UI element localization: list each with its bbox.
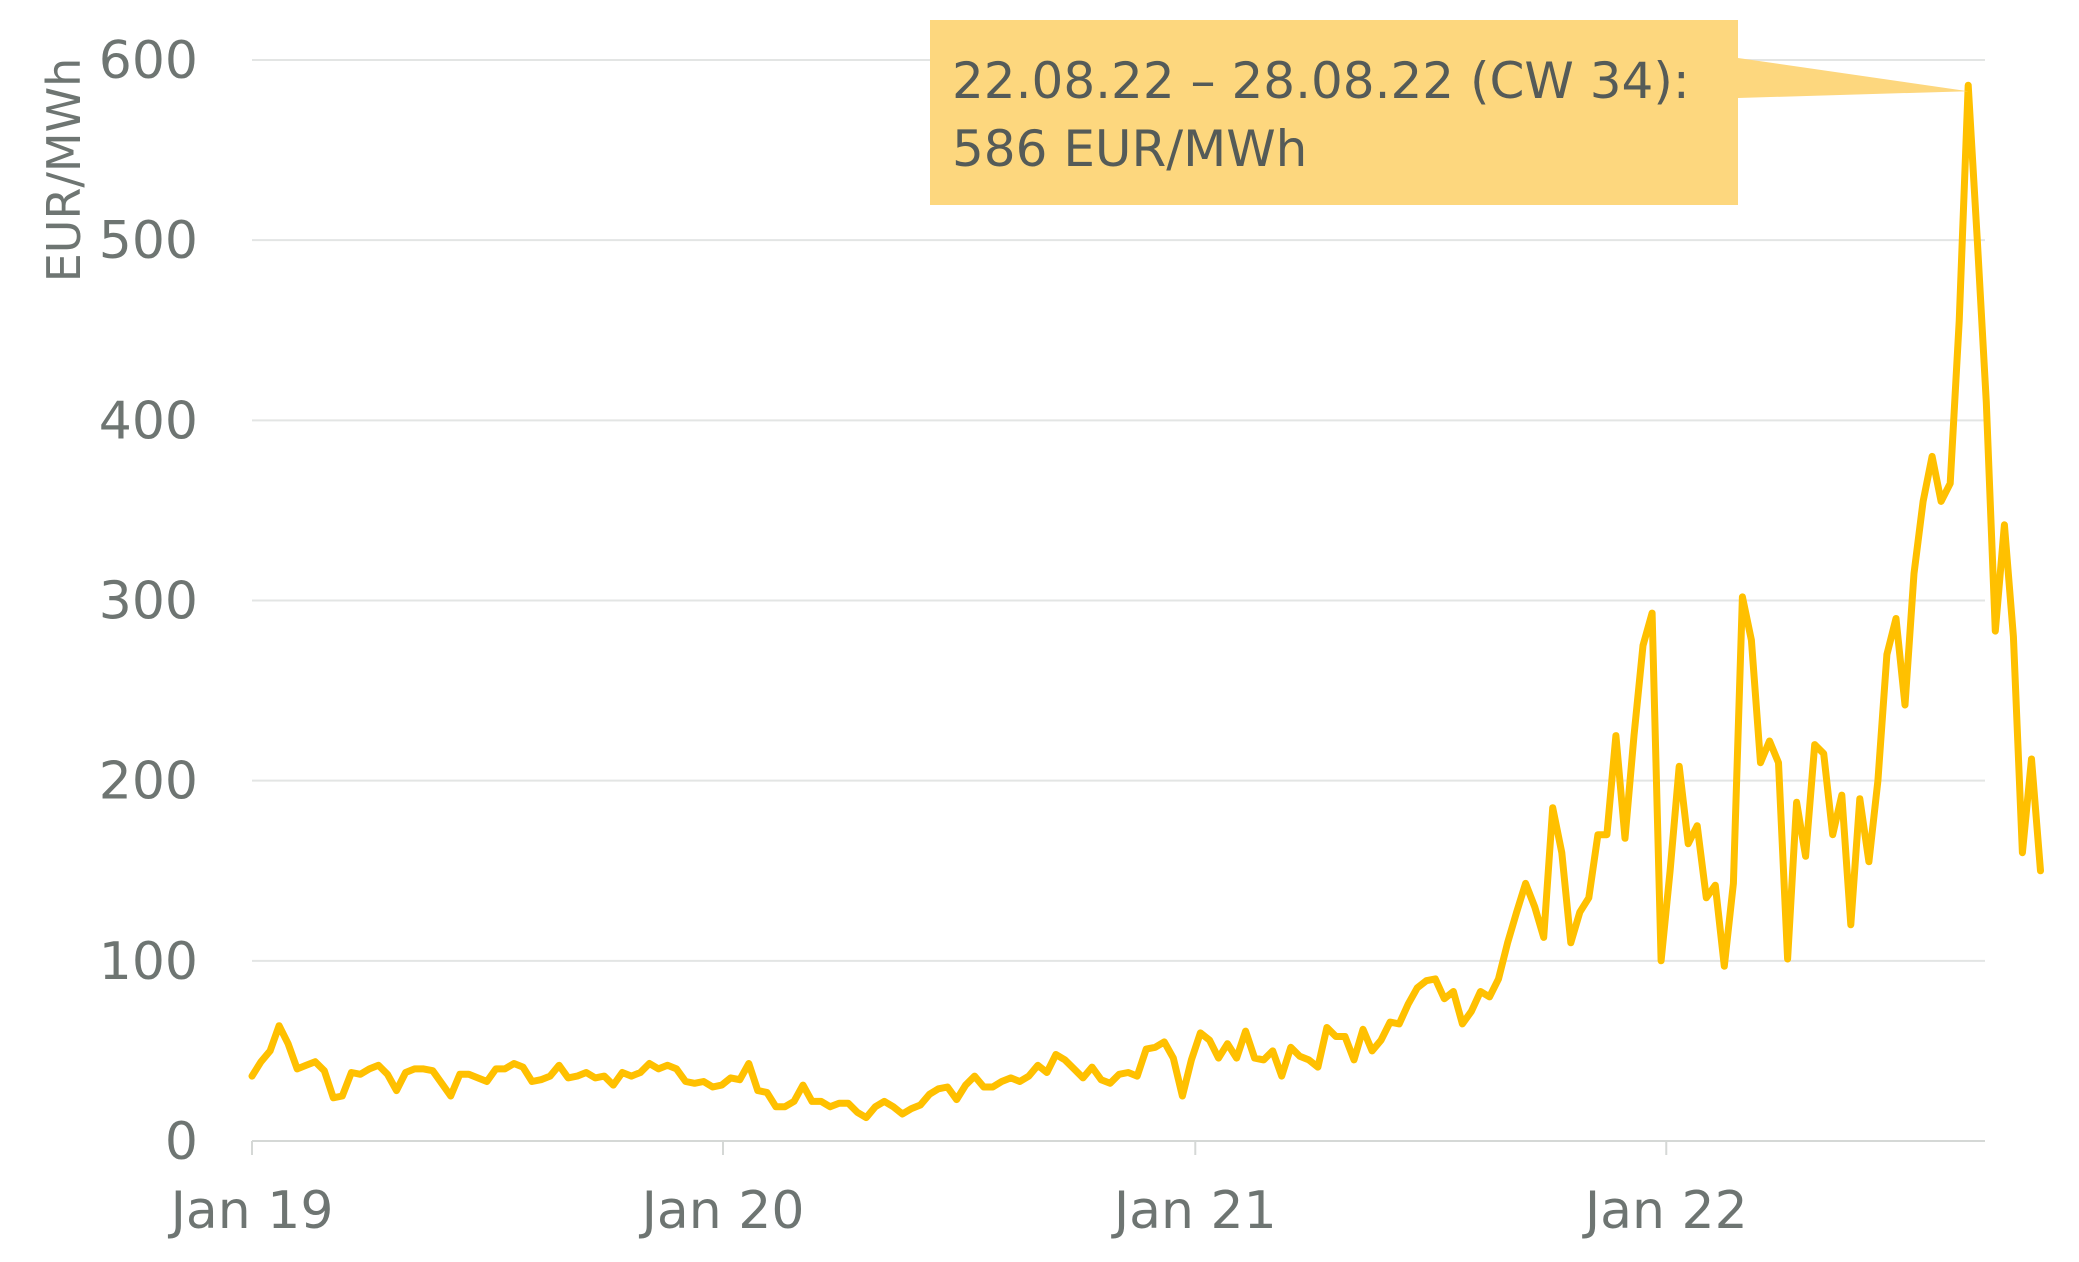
y-tick-label: 500 bbox=[99, 211, 198, 271]
callout-line-1: 22.08.22 – 28.08.22 (CW 34): bbox=[952, 52, 1690, 110]
annotation-callout: 22.08.22 – 28.08.22 (CW 34): 586 EUR/MWh bbox=[930, 20, 1969, 205]
x-tick-label: Jan 22 bbox=[1582, 1181, 1748, 1241]
y-tick-label: 200 bbox=[99, 752, 198, 812]
x-tick-label: Jan 21 bbox=[1111, 1181, 1277, 1241]
y-tick-label: 100 bbox=[99, 932, 198, 992]
callout-box bbox=[930, 20, 1969, 205]
y-axis-title: EUR/MWh bbox=[37, 58, 91, 283]
y-tick-label: 0 bbox=[165, 1112, 198, 1172]
series-layer bbox=[248, 81, 2044, 1122]
callout-line-2: 586 EUR/MWh bbox=[952, 120, 1307, 178]
y-axis: 0 100 200 300 400 500 600 bbox=[99, 31, 198, 1172]
price-series-line bbox=[248, 81, 2044, 1122]
y-tick-label: 300 bbox=[99, 572, 198, 632]
x-tick-label: Jan 19 bbox=[168, 1181, 334, 1241]
x-axis: Jan 19 Jan 20 Jan 21 Jan 22 bbox=[168, 1140, 1985, 1241]
x-tick-label: Jan 20 bbox=[639, 1181, 805, 1241]
y-tick-label: 400 bbox=[99, 391, 198, 451]
y-tick-label: 600 bbox=[99, 31, 198, 91]
